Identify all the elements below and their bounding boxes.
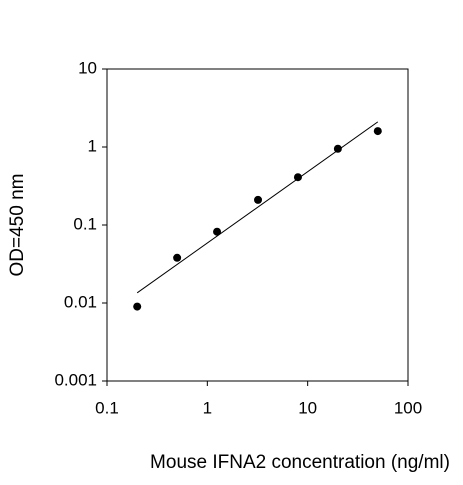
- x-axis-label: Mouse IFNA2 concentration (ng/ml): [150, 452, 450, 473]
- y-axis-label: OD=450 nm: [7, 174, 28, 277]
- y-tick-label: 0.1: [73, 214, 97, 233]
- data-point: [254, 195, 263, 204]
- plot-frame: [106, 68, 409, 382]
- y-tick-label: 0.001: [54, 370, 97, 389]
- y-tick-label: 0.01: [64, 292, 97, 311]
- x-tick-label: 100: [394, 398, 422, 417]
- data-point: [173, 253, 182, 262]
- x-tick-label: 0.1: [95, 398, 119, 417]
- x-tick-label: 10: [298, 398, 317, 417]
- x-tick-label: 1: [203, 398, 212, 417]
- data-point: [213, 227, 222, 236]
- data-point: [373, 127, 382, 136]
- data-point: [293, 173, 302, 182]
- data-point: [333, 144, 342, 153]
- y-tick-label: 10: [78, 58, 97, 77]
- data-point: [133, 302, 142, 311]
- y-tick-label: 1: [88, 136, 97, 155]
- fit-line: [136, 121, 379, 294]
